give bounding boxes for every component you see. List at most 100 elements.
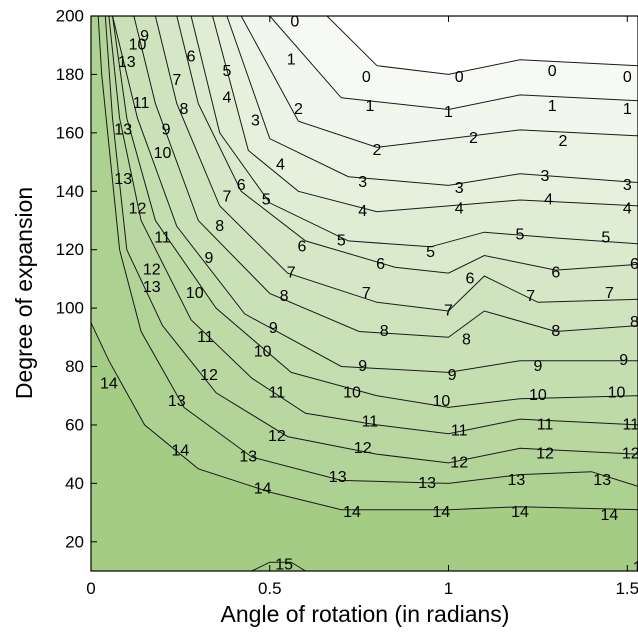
contour-line-4 [212, 16, 638, 213]
contour-label-9: 9 [162, 121, 171, 138]
contour-label-1: 1 [365, 98, 374, 115]
y-tick-label: 60 [65, 415, 84, 434]
contour-label-10: 10 [608, 384, 626, 401]
contour-label-8: 8 [551, 323, 560, 340]
x-tick-label: 1.5 [615, 579, 638, 598]
contour-label-0: 0 [455, 69, 464, 86]
contour-label-1: 1 [444, 104, 453, 121]
contour-label-10: 10 [154, 145, 172, 162]
contour-label-5: 5 [601, 230, 610, 247]
contour-label-2: 2 [294, 101, 303, 118]
contour-label-10: 10 [343, 384, 361, 401]
contour-label-5: 5 [262, 192, 271, 209]
contour-label-4: 4 [222, 89, 231, 106]
y-tick-label: 160 [56, 123, 84, 142]
contour-label-14: 14 [254, 481, 272, 498]
contour-label-14: 14 [100, 376, 118, 393]
contour-label-6: 6 [187, 48, 196, 65]
contour-label-11: 11 [362, 414, 379, 431]
contour-label-10: 10 [433, 393, 451, 410]
contour-label-13: 13 [329, 469, 347, 486]
contour-label-13: 13 [168, 393, 186, 410]
contour-label-3: 3 [455, 180, 464, 197]
contour-label-5: 5 [516, 227, 525, 244]
contour-label-4: 4 [455, 200, 464, 217]
contour-label-14: 14 [172, 443, 190, 460]
contour-label-0: 0 [290, 13, 299, 30]
contour-label-9: 9 [619, 352, 628, 369]
contour-label-13: 13 [143, 279, 161, 296]
contour-label-15: 15 [275, 557, 293, 574]
contour-label-8: 8 [215, 218, 224, 235]
contour-label-8: 8 [380, 323, 389, 340]
contour-label-4: 4 [276, 157, 285, 174]
contour-label-6: 6 [376, 256, 385, 273]
contour-label-4: 4 [544, 192, 553, 209]
contour-label-10: 10 [129, 37, 147, 54]
contour-label-9: 9 [448, 367, 457, 384]
y-axis-ticks: 20 40 60 80 100 120 140 160 180 200 [56, 7, 97, 551]
contour-label-7: 7 [172, 72, 181, 89]
contour-band-outside [327, 16, 638, 75]
contour-label-7: 7 [605, 285, 614, 302]
y-tick-label: 180 [56, 65, 84, 84]
contour-line-3 [226, 16, 638, 186]
plot-frame [90, 15, 638, 572]
contour-label-13: 13 [118, 54, 136, 71]
contour-label-6: 6 [630, 256, 638, 273]
contour-line-11 [108, 16, 638, 435]
contour-label-13: 13 [418, 475, 436, 492]
contour-line-10 [112, 16, 638, 408]
contour-label-1: 1 [548, 98, 557, 115]
y-tick-label: 100 [56, 299, 84, 318]
contour-line-9 [112, 16, 638, 373]
contour-label-14: 14 [511, 504, 529, 521]
contour-label-9: 9 [533, 358, 542, 375]
contour-fill [91, 16, 638, 571]
x-tick-label: 0.5 [258, 579, 282, 598]
y-axis-title: Degree of expansion [11, 187, 37, 399]
contour-line-2 [240, 16, 638, 148]
contour-label-3: 3 [251, 113, 260, 130]
contour-lines [91, 16, 638, 571]
contour-line-15 [251, 561, 306, 571]
contour-label-11: 11 [133, 95, 150, 112]
contour-label-11: 11 [537, 416, 554, 433]
contour-label-12: 12 [536, 446, 554, 463]
contour-line-6 [176, 16, 638, 274]
contour-label-13: 13 [508, 472, 526, 489]
contour-label-3: 3 [623, 177, 632, 194]
contour-label-6: 6 [237, 177, 246, 194]
contour-label-7: 7 [362, 285, 371, 302]
contour-label-8: 8 [180, 101, 189, 118]
contour-line-0 [326, 16, 638, 75]
contour-line-5 [190, 16, 638, 248]
contour-label-5: 5 [337, 232, 346, 249]
contour-label-11: 11 [154, 230, 171, 247]
y-tick-label: 80 [65, 357, 84, 376]
y-tick-label: 40 [65, 474, 84, 493]
contour-label-11: 11 [269, 384, 286, 401]
contour-line-12 [104, 16, 638, 464]
contour-line-13 [97, 16, 638, 487]
contour-label-2: 2 [373, 142, 382, 159]
contour-label-5: 5 [222, 63, 231, 80]
y-tick-label: 200 [56, 7, 84, 26]
x-axis-ticks: 0 0.5 1 1.5 [86, 16, 638, 598]
contour-label-6: 6 [297, 238, 306, 255]
contour-label-1: 1 [623, 101, 632, 118]
contour-label-12: 12 [129, 200, 147, 217]
y-tick-label: 20 [65, 532, 84, 551]
contour-label-11: 11 [197, 329, 214, 346]
y-tick-label: 140 [56, 182, 84, 201]
contour-label-0: 0 [623, 69, 632, 86]
contour-label-8: 8 [462, 332, 471, 349]
contour-label-7: 7 [444, 303, 453, 320]
contour-label-14: 14 [343, 504, 361, 521]
contour-label-13: 13 [114, 171, 132, 188]
contour-line-14 [91, 322, 638, 511]
contour-label-10: 10 [529, 387, 547, 404]
x-tick-label: 1 [444, 579, 453, 598]
contour-label-12: 12 [622, 446, 638, 463]
